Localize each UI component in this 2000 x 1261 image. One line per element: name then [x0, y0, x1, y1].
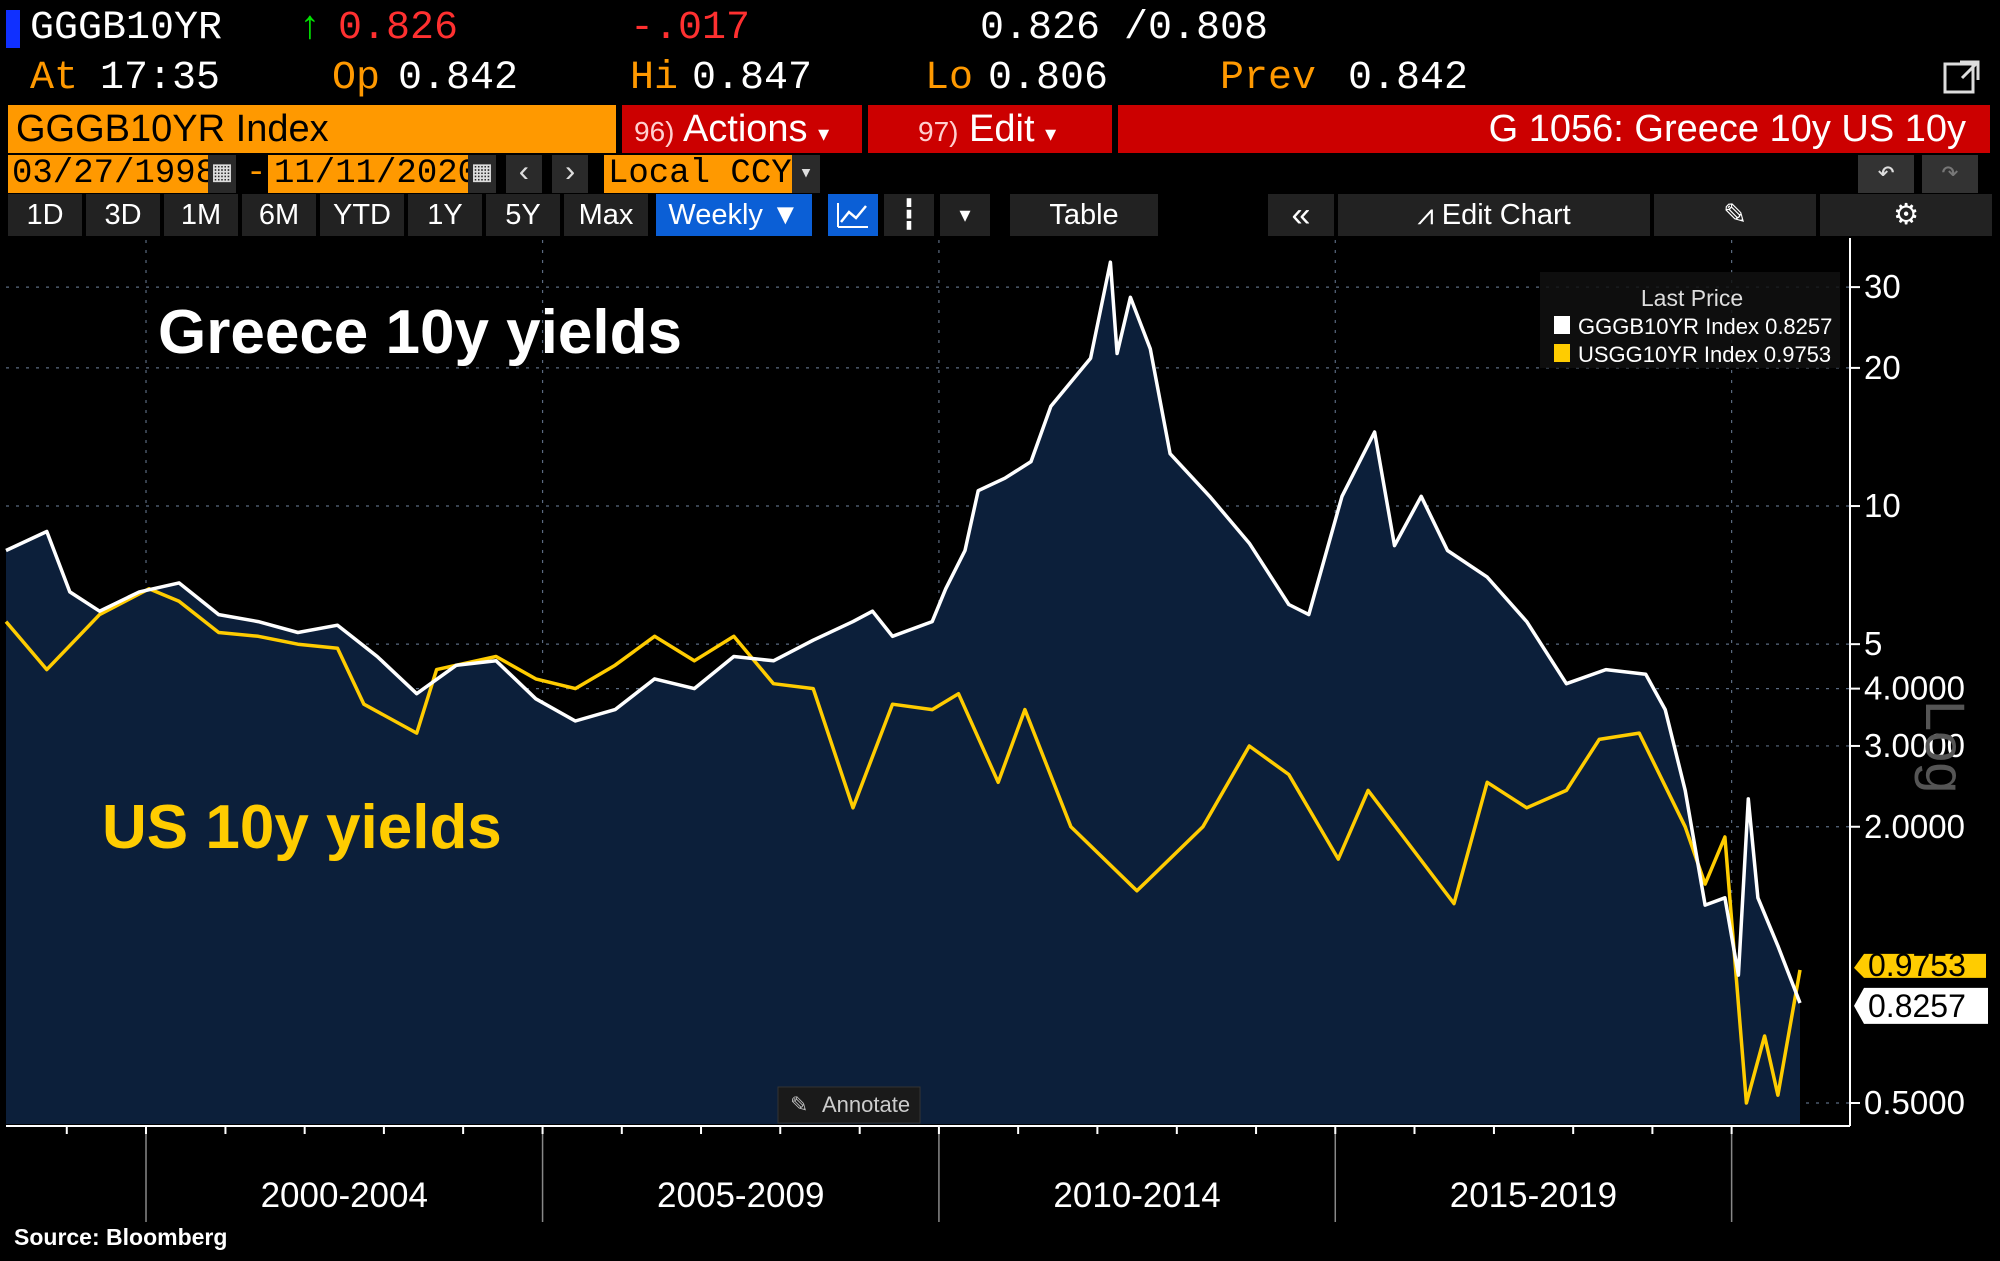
period-1m[interactable]: 1M: [164, 194, 238, 236]
chevron-down-icon[interactable]: ▾: [792, 155, 820, 193]
y-tick-label: 4.0000: [1864, 670, 1965, 707]
high-value: 0.847: [692, 56, 813, 101]
y-tick-label: 0.5000: [1864, 1084, 1965, 1121]
y-tick-label: 2.0000: [1864, 808, 1965, 845]
x-tick-label: 2000-2004: [261, 1176, 428, 1215]
period-3d[interactable]: 3D: [86, 194, 160, 236]
us-last-value: 0.9753: [1868, 947, 1966, 983]
y-axis-ticks: 30 20 10 5 4.0000 3.0000 2.0000 0.5000: [1850, 268, 1965, 1121]
currency-select[interactable]: Local CCY: [604, 155, 792, 193]
chart-svg: 30 20 10 5 4.0000 3.0000 2.0000 0.5000 2000-200…: [4, 238, 1988, 1250]
greece-annotation: Greece 10y yields: [158, 298, 682, 367]
chart-title-bar: G 1056: Greece 10y US 10y: [1118, 105, 1990, 153]
greece-series-line: [5, 260, 1802, 1004]
collapse-icon[interactable]: «: [1268, 194, 1334, 236]
x-tick-label: 2015-2019: [1450, 1176, 1617, 1215]
last-price: 0.826: [338, 6, 459, 51]
legend-swatch-greece: [1554, 316, 1570, 334]
edit-menu[interactable]: 97) Edit ▾: [868, 105, 1112, 153]
redo-icon[interactable]: ↷: [1922, 155, 1978, 193]
x-tick-label: 2010-2014: [1053, 1176, 1220, 1215]
security-name: GGGB10YR Index: [16, 108, 329, 150]
gear-icon[interactable]: ⚙: [1820, 194, 1992, 236]
us-annotation: US 10y yields: [102, 793, 502, 862]
log-scale-label: Log: [1914, 700, 1977, 793]
calendar-icon[interactable]: ▦: [468, 155, 496, 193]
security-color-marker: [6, 10, 20, 48]
x-tick-label: 2005-2009: [657, 1176, 824, 1215]
actions-number: 96): [634, 116, 675, 147]
chart-title: G 1056: Greece 10y US 10y: [1488, 108, 1966, 150]
high-label: Hi: [630, 56, 679, 101]
edit-number: 97): [918, 116, 959, 147]
open-label: Op: [332, 56, 381, 101]
calendar-icon[interactable]: ▦: [208, 155, 236, 193]
low-label: Lo: [925, 56, 974, 101]
y-tick-label: 5: [1864, 625, 1882, 662]
edit-label: Edit: [969, 108, 1035, 150]
greece-last-value-box: [1854, 987, 1988, 1024]
period-max[interactable]: Max: [564, 194, 648, 236]
period-5y[interactable]: 5Y: [486, 194, 560, 236]
pencil-icon[interactable]: ✎: [1654, 194, 1816, 236]
legend-greece: GGGB10YR Index 0.8257: [1578, 314, 1832, 339]
at-label: At: [30, 56, 79, 101]
edit-chart-label: Edit Chart: [1441, 199, 1571, 231]
low-value: 0.806: [988, 56, 1109, 101]
y-tick-label: 30: [1864, 268, 1901, 305]
legend-swatch-us: [1554, 344, 1570, 362]
chevron-down-icon: ▾: [1045, 121, 1057, 146]
legend-us: USGG10YR Index 0.9753: [1578, 342, 1831, 367]
greece-area-fill: [6, 262, 1800, 1124]
start-date-input[interactable]: 03/27/1998: [8, 155, 216, 193]
last-value-labels: 0.9753 0.8257: [1854, 947, 1988, 1024]
actions-menu[interactable]: 96) Actions ▾: [622, 105, 862, 153]
source-label: Source: Bloomberg: [14, 1224, 227, 1250]
security-field[interactable]: GGGB10YR Index: [8, 105, 616, 153]
period-ytd[interactable]: YTD: [320, 194, 404, 236]
pencil-icon: ✎: [790, 1092, 808, 1117]
date-range-dash: -: [246, 155, 267, 193]
chevron-down-icon: ▾: [818, 121, 830, 146]
chevron-right-icon[interactable]: ›: [552, 155, 588, 193]
prev-value: 0.842: [1348, 56, 1469, 101]
period-1y[interactable]: 1Y: [408, 194, 482, 236]
popout-icon[interactable]: [1942, 56, 1982, 96]
edit-chart-button[interactable]: ⩘ Edit Chart: [1338, 194, 1650, 236]
bid-ask: 0.826 /0.808: [980, 6, 1269, 51]
period-6m[interactable]: 6M: [242, 194, 316, 236]
annotate-button[interactable]: ✎ Annotate: [777, 1086, 921, 1124]
greece-last-value: 0.8257: [1868, 988, 1966, 1024]
x-axis-ticks: 2000-2004 2005-2009 2010-2014 2015-2019: [65, 1126, 1733, 1222]
chart-edit-icon: ⩘: [1417, 199, 1434, 231]
actions-label: Actions: [682, 108, 808, 150]
chevron-left-icon[interactable]: ‹: [506, 155, 542, 193]
chart-legend: Last Price GGGB10YR Index 0.8257 USGG10Y…: [1540, 272, 1840, 368]
us-last-value-box: [1854, 953, 1986, 978]
y-tick-label: 10: [1864, 487, 1901, 524]
frequency-select[interactable]: Weekly ▼: [656, 194, 812, 236]
up-arrow-icon: ↑: [298, 6, 323, 51]
line-chart-icon[interactable]: [828, 194, 878, 236]
period-1d[interactable]: 1D: [8, 194, 82, 236]
net-change: -.017: [630, 6, 751, 51]
legend-title: Last Price: [1641, 285, 1743, 311]
us-series-line: [4, 587, 1802, 1105]
y-tick-label: 20: [1864, 349, 1901, 386]
end-date-input[interactable]: 11/11/2020: [268, 155, 478, 193]
y-tick-label: 3.0000: [1864, 727, 1965, 764]
prev-label: Prev: [1220, 56, 1317, 101]
ticker-label: GGGB10YR: [30, 6, 223, 51]
time-value: 17:35: [100, 56, 221, 101]
open-value: 0.842: [398, 56, 519, 101]
annotate-label: Annotate: [822, 1092, 910, 1117]
undo-icon[interactable]: ↶: [1858, 155, 1914, 193]
bar-chart-icon[interactable]: ┇: [884, 194, 934, 236]
table-button[interactable]: Table: [1010, 194, 1158, 236]
chevron-down-icon[interactable]: ▾: [940, 194, 990, 236]
